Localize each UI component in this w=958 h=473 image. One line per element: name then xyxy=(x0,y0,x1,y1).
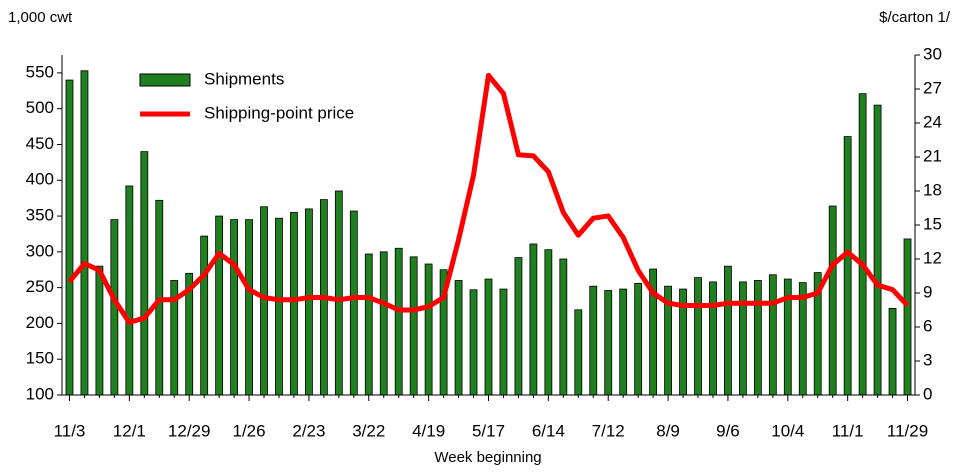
bar xyxy=(469,289,478,396)
y2-tick-label: 6 xyxy=(923,316,932,335)
y2-tick-label: 12 xyxy=(923,248,942,267)
bar xyxy=(589,285,598,396)
bar xyxy=(843,136,852,396)
y-tick-label: 100 xyxy=(26,384,54,403)
bar xyxy=(364,253,373,396)
bar xyxy=(409,256,418,396)
x-tick-label: 4/19 xyxy=(412,421,445,440)
x-tick-label: 3/22 xyxy=(352,421,385,440)
x-tick-label: 10/4 xyxy=(771,421,804,440)
bar xyxy=(604,290,613,396)
x-tick-label: 12/29 xyxy=(168,421,211,440)
bar xyxy=(334,190,343,396)
bar xyxy=(858,93,867,396)
bar xyxy=(888,307,897,396)
y-tick-label: 250 xyxy=(26,277,54,296)
bar xyxy=(125,185,134,396)
bar xyxy=(724,265,732,396)
x-axis-label: Week beginning xyxy=(434,449,541,466)
x-tick-label: 2/23 xyxy=(292,421,325,440)
bar xyxy=(349,210,358,396)
bar xyxy=(454,280,463,396)
x-tick-label: 11/3 xyxy=(54,421,86,440)
x-tick-label: 8/9 xyxy=(656,421,680,440)
bar xyxy=(828,205,837,396)
bar xyxy=(634,282,643,396)
y-tick-label: 150 xyxy=(26,349,54,368)
bar xyxy=(200,235,209,396)
x-tick-label: 1/26 xyxy=(233,421,266,440)
bar xyxy=(574,309,583,396)
y-tick-label: 550 xyxy=(26,62,54,81)
bar xyxy=(694,277,702,396)
bar xyxy=(379,251,388,396)
bar xyxy=(499,288,508,396)
y2-tick-label: 18 xyxy=(923,180,942,199)
bar xyxy=(709,281,717,396)
y2-tick-label: 24 xyxy=(923,112,942,131)
bar xyxy=(260,206,268,396)
x-tick-label: 5/17 xyxy=(472,421,505,440)
left-axis-label: 1,000 cwt xyxy=(8,9,73,26)
x-tick-label: 11/29 xyxy=(887,421,928,440)
x-tick-label: 7/12 xyxy=(592,421,625,440)
bar xyxy=(95,265,104,396)
bar xyxy=(215,215,224,396)
bar xyxy=(529,243,538,396)
y2-tick-label: 3 xyxy=(923,350,932,369)
bar xyxy=(903,238,912,396)
y-tick-label: 350 xyxy=(26,206,54,225)
x-tick-label: 9/6 xyxy=(716,421,740,440)
y-tick-label: 400 xyxy=(26,170,54,189)
bar xyxy=(514,257,523,396)
bar xyxy=(80,70,89,396)
price-line xyxy=(67,72,910,325)
y-tick-label: 500 xyxy=(26,98,54,117)
x-tick-label: 6/14 xyxy=(532,421,565,440)
bar xyxy=(230,219,238,396)
bar xyxy=(65,79,74,396)
y-tick-label: 200 xyxy=(26,313,54,332)
bar xyxy=(140,151,149,396)
x-tick-label: 11/1 xyxy=(832,421,864,440)
legend-label: Shipping-point price xyxy=(204,103,354,122)
legend-swatch xyxy=(139,73,191,87)
bar xyxy=(873,104,882,396)
bar xyxy=(619,288,628,396)
bar xyxy=(290,212,298,396)
y2-tick-label: 15 xyxy=(923,214,942,233)
legend-label: Shipments xyxy=(204,69,284,88)
bar xyxy=(484,278,493,396)
y2-tick-label: 9 xyxy=(923,282,932,301)
right-axis-label: $/carton 1/ xyxy=(879,9,951,26)
y-tick-label: 450 xyxy=(26,134,54,153)
bar xyxy=(768,274,777,396)
bar xyxy=(275,217,283,396)
bar xyxy=(739,281,747,396)
y-tick-label: 300 xyxy=(26,241,54,260)
bar xyxy=(245,219,253,396)
x-tick-label: 12/1 xyxy=(113,421,146,440)
bar xyxy=(305,208,313,396)
y2-tick-label: 30 xyxy=(923,44,942,63)
y2-tick-label: 0 xyxy=(923,384,932,403)
bar xyxy=(753,280,762,396)
bar xyxy=(559,258,568,396)
bar xyxy=(424,263,433,396)
y2-tick-label: 27 xyxy=(923,78,942,97)
bar xyxy=(544,249,553,396)
y2-tick-label: 21 xyxy=(923,146,942,165)
bar xyxy=(394,247,403,396)
